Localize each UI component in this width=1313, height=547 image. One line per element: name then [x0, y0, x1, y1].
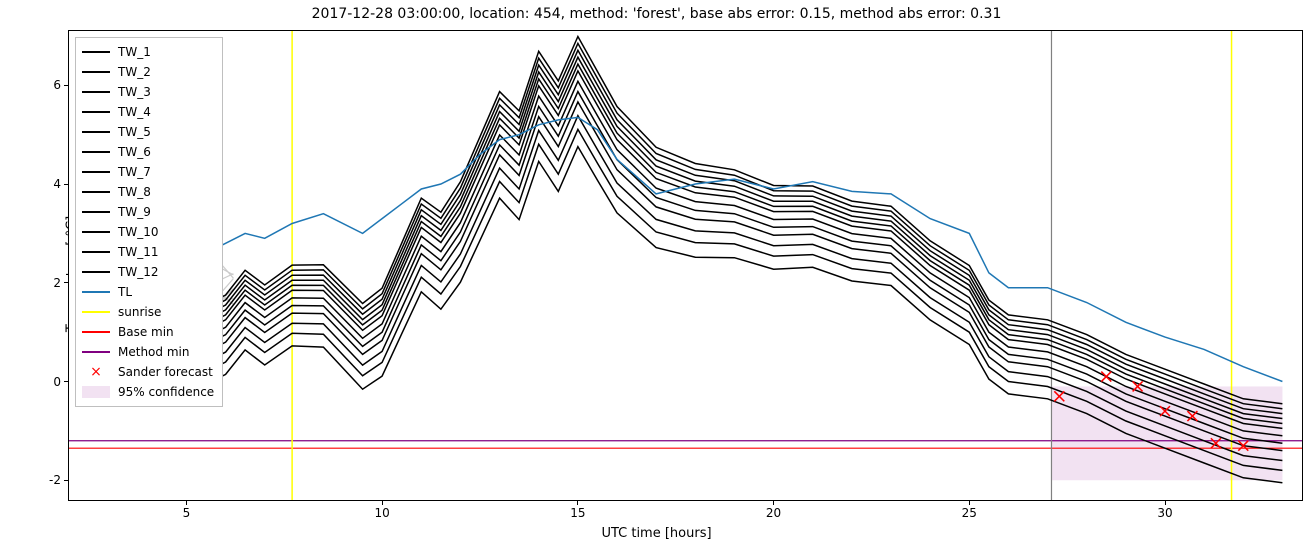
x-tick-label: 5 — [183, 506, 191, 520]
y-tick-label: 4 — [53, 177, 61, 191]
legend: TW_1 TW_2 TW_3 TW_4 TW_5 TW_6 TW_7 TW_8 TW_9 TW_1… — [75, 37, 223, 407]
legend-label: TW_4 — [118, 105, 151, 119]
x-tick-label: 10 — [375, 506, 390, 520]
x-tick — [577, 500, 578, 505]
legend-item: TW_12 — [82, 262, 214, 282]
legend-label: TW_11 — [118, 245, 158, 259]
legend-swatch — [82, 225, 110, 239]
legend-swatch — [82, 285, 110, 299]
y-tick — [64, 480, 69, 481]
legend-label: TW_6 — [118, 145, 151, 159]
legend-item: 95% confidence — [82, 382, 214, 402]
x-tick — [186, 500, 187, 505]
x-tick-label: 15 — [570, 506, 585, 520]
legend-swatch — [82, 305, 110, 319]
y-tick-label: 6 — [53, 78, 61, 92]
plot-svg — [69, 31, 1302, 500]
x-tick — [1165, 500, 1166, 505]
y-tick — [64, 184, 69, 185]
legend-swatch — [82, 185, 110, 199]
tw-series — [108, 71, 1282, 429]
figure: 2017-12-28 03:00:00, location: 454, meth… — [0, 0, 1313, 547]
legend-label: TW_5 — [118, 125, 151, 139]
legend-label: TW_10 — [118, 225, 158, 239]
legend-swatch — [82, 385, 110, 399]
legend-swatch — [82, 65, 110, 79]
legend-label: TW_12 — [118, 265, 158, 279]
legend-item: TW_11 — [82, 242, 214, 262]
legend-label: Base min — [118, 325, 174, 339]
legend-label: TL — [118, 285, 132, 299]
legend-swatch — [82, 85, 110, 99]
legend-swatch: × — [82, 365, 110, 379]
x-tick-label: 30 — [1157, 506, 1172, 520]
legend-swatch — [82, 165, 110, 179]
legend-swatch — [82, 105, 110, 119]
legend-label: sunrise — [118, 305, 161, 319]
cross-icon: × — [90, 365, 102, 379]
legend-item: TW_6 — [82, 142, 214, 162]
legend-label: 95% confidence — [118, 385, 214, 399]
legend-swatch — [82, 205, 110, 219]
legend-label: Sander forecast — [118, 365, 213, 379]
legend-label: TW_1 — [118, 45, 151, 59]
x-tick — [969, 500, 970, 505]
legend-item: TL — [82, 282, 214, 302]
legend-item: TW_5 — [82, 122, 214, 142]
legend-label: TW_9 — [118, 205, 151, 219]
legend-label: TW_2 — [118, 65, 151, 79]
legend-label: TW_3 — [118, 85, 151, 99]
legend-item: × Sander forecast — [82, 362, 214, 382]
legend-swatch — [82, 245, 110, 259]
y-tick-label: 0 — [53, 375, 61, 389]
legend-swatch — [82, 325, 110, 339]
legend-item: sunrise — [82, 302, 214, 322]
x-tick — [773, 500, 774, 505]
legend-swatch — [82, 265, 110, 279]
legend-item: TW_8 — [82, 182, 214, 202]
plot-axes: TW_1 TW_2 TW_3 TW_4 TW_5 TW_6 TW_7 TW_8 TW_9 TW_1… — [68, 30, 1303, 501]
y-tick-label: -2 — [49, 473, 61, 487]
sander-marker — [1101, 372, 1111, 382]
legend-label: Method min — [118, 345, 189, 359]
legend-label: TW_7 — [118, 165, 151, 179]
legend-item: TW_9 — [82, 202, 214, 222]
legend-item: TW_2 — [82, 62, 214, 82]
legend-item: Base min — [82, 322, 214, 342]
legend-item: TW_3 — [82, 82, 214, 102]
legend-label: TW_8 — [118, 185, 151, 199]
legend-swatch — [82, 145, 110, 159]
legend-item: TW_7 — [82, 162, 214, 182]
tw-series — [108, 81, 1282, 436]
legend-swatch — [82, 45, 110, 59]
legend-swatch — [82, 125, 110, 139]
tl-series — [108, 117, 1282, 381]
legend-item: Method min — [82, 342, 214, 362]
y-tick-label: 2 — [53, 276, 61, 290]
x-tick — [382, 500, 383, 505]
x-tick-label: 25 — [962, 506, 977, 520]
legend-item: TW_4 — [82, 102, 214, 122]
x-axis-label: UTC time [hours] — [0, 526, 1313, 541]
legend-item: TW_10 — [82, 222, 214, 242]
chart-title: 2017-12-28 03:00:00, location: 454, meth… — [0, 6, 1313, 22]
legend-swatch — [82, 345, 110, 359]
x-tick-label: 20 — [766, 506, 781, 520]
y-tick — [64, 381, 69, 382]
y-tick — [64, 282, 69, 283]
legend-item: TW_1 — [82, 42, 214, 62]
y-tick — [64, 85, 69, 86]
